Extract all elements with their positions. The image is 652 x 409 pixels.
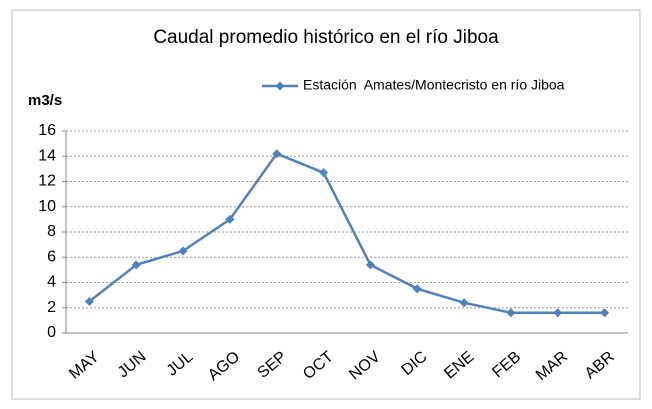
data-point	[459, 298, 469, 308]
data-point	[84, 296, 94, 306]
data-point	[412, 284, 422, 294]
data-point	[365, 260, 375, 270]
y-tick-label: 10	[38, 198, 56, 215]
data-point	[319, 168, 329, 178]
y-tick-label: 4	[47, 274, 56, 291]
data-point	[600, 308, 610, 318]
y-tick-label: 14	[38, 147, 56, 164]
y-tick-label: 12	[38, 173, 56, 190]
y-axis-label: m3/s	[28, 92, 62, 109]
data-line	[88, 152, 605, 315]
y-tick-label: 6	[47, 248, 56, 265]
legend-label: Estación Amates/Montecristo en río Jiboa	[303, 77, 565, 93]
data-point	[178, 246, 188, 256]
legend-marker	[275, 81, 285, 91]
data-point	[506, 308, 516, 318]
chart-border	[11, 9, 641, 400]
chart-title: Caudal promedio histórico en el río Jibo…	[153, 27, 499, 48]
y-tick-label: 2	[47, 299, 56, 316]
data-point	[131, 260, 141, 270]
data-point	[553, 308, 563, 318]
y-tick-label: 0	[47, 324, 56, 341]
y-tick-label: 16	[38, 122, 56, 139]
data-point	[272, 149, 282, 159]
y-tick-label: 8	[47, 223, 56, 240]
data-point	[225, 214, 235, 224]
